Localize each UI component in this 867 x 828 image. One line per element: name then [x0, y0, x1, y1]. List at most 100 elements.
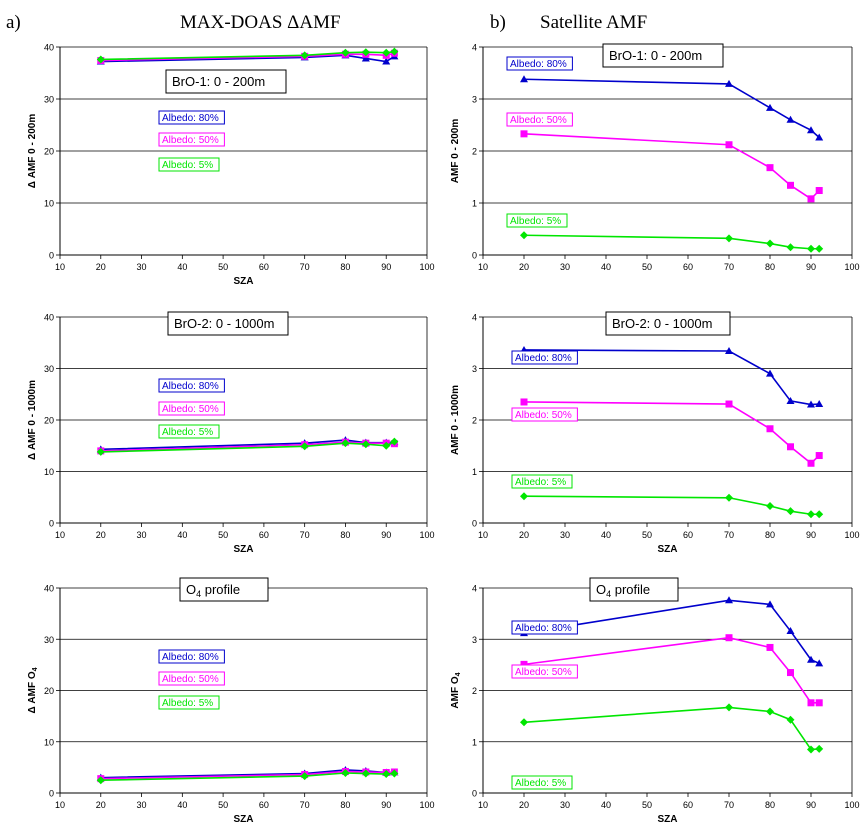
legend-box [506, 213, 568, 228]
x-tick-label: 70 [724, 262, 734, 272]
data-point [786, 396, 795, 404]
legend-label: Albedo: 5% [515, 778, 566, 789]
x-tick-label: 70 [300, 262, 310, 272]
data-point [382, 441, 391, 450]
chart-title-box [602, 43, 724, 68]
legend-box [511, 664, 578, 679]
series-line [523, 133, 820, 200]
chart-title-box [589, 577, 679, 602]
x-tick-label: 20 [96, 800, 106, 810]
data-point [807, 244, 815, 253]
legend-label: Albedo: 80% [510, 59, 567, 70]
data-point [725, 493, 733, 502]
legend-label: Albedo: 5% [515, 477, 566, 488]
data-point [786, 715, 795, 724]
x-tick-label: 20 [519, 800, 529, 810]
legend-box [158, 378, 225, 393]
x-tick-label: 60 [683, 530, 693, 540]
data-point [815, 699, 823, 707]
data-point [390, 769, 399, 778]
data-point [766, 707, 774, 716]
panel-b-letter: b) [490, 12, 506, 33]
data-point [787, 669, 794, 677]
data-point [807, 655, 815, 663]
y-tick-label: 40 [44, 313, 54, 323]
y-tick-label: 30 [44, 364, 54, 374]
x-tick-label: 20 [519, 530, 529, 540]
data-point [300, 772, 309, 781]
x-tick-label: 40 [601, 262, 611, 272]
data-point [520, 130, 528, 138]
y-tick-label: 10 [44, 199, 54, 209]
data-point [725, 79, 733, 87]
x-tick-label: 50 [218, 262, 228, 272]
y-tick-label: 4 [472, 43, 477, 53]
data-point [807, 699, 815, 707]
data-point [725, 634, 733, 642]
data-point [382, 57, 391, 65]
data-point [815, 452, 823, 460]
x-tick-label: 20 [96, 262, 106, 272]
x-tick-label: 90 [806, 800, 816, 810]
y-tick-label: 4 [472, 584, 477, 594]
legend-box [158, 424, 220, 439]
legend-label: Albedo: 50% [515, 667, 572, 678]
data-point [725, 400, 733, 408]
y-tick-label: 30 [44, 95, 54, 105]
x-tick-label: 10 [478, 530, 488, 540]
chart-satellite-o4: 0 1 2 3 4 10 20 30 40 50 60 70 80 90 100 SZA AMF O4 O4 pr… [450, 577, 860, 825]
y-axis-label: Δ AMF 0 - 1000m [27, 380, 38, 460]
x-tick-label: 30 [560, 262, 570, 272]
x-tick-label: 30 [560, 800, 570, 810]
x-tick-label: 10 [478, 262, 488, 272]
x-tick-label: 80 [765, 262, 775, 272]
x-tick-label: 10 [55, 530, 65, 540]
data-point [807, 510, 815, 519]
chart-satellite-bro1: 0 1 2 3 4 10 20 30 40 50 60 70 80 90 100 AMF 0 - 200m Br… [450, 43, 860, 273]
y-tick-label: 20 [44, 147, 54, 157]
data-point [390, 437, 399, 446]
legend-label: Albedo: 50% [162, 674, 219, 685]
legend-box [158, 110, 225, 125]
x-tick-label: 50 [642, 530, 652, 540]
x-tick-label: 100 [844, 262, 859, 272]
x-tick-label: 80 [340, 262, 350, 272]
data-point [520, 231, 528, 240]
legend-box [511, 620, 578, 635]
y-tick-label: 4 [472, 313, 477, 323]
y-axis-label: Δ AMF O4 [27, 667, 39, 713]
data-point [361, 440, 370, 449]
data-point [807, 400, 815, 408]
data-point [725, 346, 733, 354]
legend-box [158, 695, 220, 710]
x-tick-label: 100 [844, 530, 859, 540]
x-tick-label: 70 [724, 800, 734, 810]
x-tick-label: 60 [259, 800, 269, 810]
data-point [725, 703, 733, 712]
data-point [807, 195, 815, 203]
legend-label: Albedo: 50% [162, 404, 219, 415]
x-tick-label: 20 [519, 262, 529, 272]
data-point [815, 510, 824, 519]
data-point [96, 55, 105, 64]
y-tick-label: 2 [472, 686, 477, 696]
data-point [725, 234, 733, 243]
legend-box [158, 671, 225, 686]
x-axis-label: SZA [234, 544, 254, 555]
series-line [523, 706, 820, 751]
legend-box [506, 112, 573, 127]
y-tick-label: 3 [472, 635, 477, 645]
y-axis-label: AMF 0 - 1000m [450, 385, 461, 455]
x-tick-label: 10 [55, 262, 65, 272]
data-point [807, 459, 815, 467]
data-point [520, 492, 528, 501]
x-axis-label: SZA [658, 544, 678, 555]
legend-label: Albedo: 5% [162, 427, 213, 438]
data-point [766, 425, 774, 433]
data-point [766, 502, 774, 511]
x-tick-label: 90 [381, 800, 391, 810]
data-point [807, 126, 815, 134]
y-axis-label: AMF O4 [450, 672, 462, 708]
data-point [786, 627, 795, 635]
